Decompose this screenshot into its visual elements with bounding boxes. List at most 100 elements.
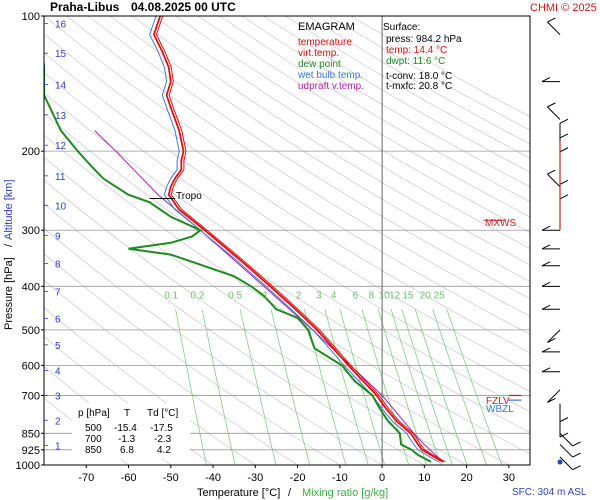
- x-axis-title-sep: /: [288, 487, 292, 499]
- wind-barb-flag: [559, 118, 569, 124]
- wind-barb-flag: [559, 194, 569, 200]
- altitude-tick-label: 10: [55, 201, 67, 212]
- wind-barb-flag: [541, 367, 551, 373]
- mixing-ratio-label: 1: [263, 290, 269, 301]
- table-header-t: T: [124, 408, 130, 419]
- chart-datetime: 04.08.2025 00 UTC: [131, 0, 236, 14]
- altitude-tick-label: 6: [55, 315, 61, 326]
- marks-layer: [44, 16, 446, 463]
- wind-barb-staff: [547, 21, 561, 35]
- wind-barb-staff: [547, 106, 561, 120]
- temp-tick-label: -30: [247, 472, 263, 484]
- wind-barb-flag: [541, 304, 551, 310]
- mixing-ratio-label: 8: [369, 290, 375, 301]
- mixing-ratio-line: [414, 309, 468, 465]
- wind-barb-flag: [541, 244, 551, 250]
- mixing-ratio-label: 20: [420, 290, 432, 301]
- plot-frame: [43, 15, 531, 466]
- table-header-p: p [hPa]: [78, 408, 110, 419]
- y-axis-title-pressure: Pressure [hPa]: [3, 257, 15, 330]
- y-axis-title-sep: /: [3, 243, 15, 247]
- legend-item-parcel: udpraft v.temp.: [298, 81, 364, 92]
- altitude-tick-label: 3: [55, 391, 61, 402]
- pressure-tick-label: 200: [22, 146, 40, 158]
- temperature-series-line: [152, 16, 444, 463]
- sfc-label: SFC: 304 m ASL: [512, 487, 587, 498]
- surface-dwpt: dwpt: 11.6 °C: [386, 56, 445, 67]
- mixing-ratio-label: 4: [331, 290, 337, 301]
- wbzl-label: WBZL: [486, 404, 514, 415]
- wind-barb-flag: [559, 147, 569, 153]
- wind-barb-flag: [572, 441, 581, 447]
- ticks-layer: 0.1 0.2 0.5 1 2 3 4 6 8 10 12 15 20 25100200300400500…: [16, 11, 581, 484]
- wind-barb-staff: [559, 444, 573, 458]
- wind-barb-flag: [559, 417, 569, 423]
- altitude-tick-label: 15: [55, 49, 67, 60]
- mixing-ratio-line: [175, 309, 207, 465]
- temp-tick-label: -20: [290, 472, 306, 484]
- wind-barb-flag: [541, 261, 551, 267]
- table-header-td: Td [°C]: [147, 408, 178, 419]
- table-cell: 700: [85, 434, 102, 445]
- tropo-label: Tropo: [176, 191, 202, 202]
- legend-item-virt-temp: virt.temp.: [298, 48, 339, 59]
- legend-title: EMAGRAM: [298, 21, 355, 33]
- legend-item-wet-bulb: wet bulb temp.: [297, 70, 363, 81]
- table-cell: 6.8: [120, 445, 134, 456]
- mixing-ratio-line: [446, 309, 503, 465]
- wind-barb-flag: [547, 169, 556, 175]
- dry-adiabat-line: [131, 16, 530, 266]
- wind-barb-flag: [559, 432, 569, 438]
- dry-adiabat-line: [153, 16, 530, 249]
- pressure-tick-label: 500: [22, 325, 40, 337]
- wind-barb-flag: [572, 465, 581, 471]
- altitude-tick-label: 16: [55, 20, 67, 31]
- wind-barb-staff: [547, 389, 561, 403]
- wind-barb-flag: [541, 77, 551, 83]
- dry-adiabat-line: [44, 92, 530, 413]
- legend-item-dew-point: dew point: [298, 59, 341, 70]
- virt-temp-series-line: [155, 16, 446, 463]
- temp-tick-label: -50: [163, 472, 179, 484]
- mixing-ratio-line: [339, 309, 386, 465]
- table-cell: -1.3: [118, 434, 136, 445]
- surface-wind-dot: [557, 459, 563, 465]
- mixing-ratio-label: 25: [434, 290, 446, 301]
- mixing-ratio-label: 0.5: [228, 290, 242, 301]
- fzlv-label: FZLV: [486, 396, 510, 407]
- mixing-ratio-line: [270, 309, 311, 465]
- wind-barb-flag: [547, 397, 556, 403]
- mixing-ratio-label: 0.2: [191, 290, 205, 301]
- wind-barb-flag: [559, 179, 569, 185]
- temp-tick-label: -40: [205, 472, 221, 484]
- dry-adiabat-line: [44, 72, 530, 392]
- wind-barb-staff: [547, 173, 561, 188]
- wind-barb-staff: [559, 456, 573, 470]
- altitude-tick-label: 2: [55, 416, 61, 427]
- dry-adiabat-line: [44, 16, 530, 335]
- surface-tconv: t-conv: 18.0 °C: [386, 71, 452, 82]
- dry-adiabat-line: [44, 113, 530, 433]
- altitude-tick-label: 4: [55, 367, 61, 378]
- surface-title: Surface:: [383, 22, 420, 33]
- dry-adiabat-line: [109, 16, 530, 282]
- mxws-label: MXWS: [485, 218, 516, 229]
- mixing-ratio-line: [239, 309, 277, 465]
- table-cell: -15.4: [114, 423, 137, 434]
- x-axis-title-mixing: Mixing ratio [g/kg]: [302, 487, 388, 499]
- pressure-tick-label: 700: [22, 390, 40, 402]
- mixing-ratio-label: 15: [402, 290, 414, 301]
- wind-barb-staff: [547, 329, 561, 343]
- dry-adiabat-line: [44, 33, 530, 354]
- mixing-ratio-label: 12: [389, 290, 401, 301]
- altitude-tick-label: 9: [55, 231, 61, 242]
- temp-tick-label: 30: [503, 472, 515, 484]
- table-cell: -17.5: [150, 423, 173, 434]
- table-cell: 4.2: [157, 445, 171, 456]
- chart-station: Praha-Libus: [50, 0, 120, 14]
- altitude-tick-label: 11: [55, 172, 66, 183]
- pressure-tick-label: 850: [22, 428, 40, 440]
- altitude-tick-label: 8: [55, 260, 61, 271]
- wind-barb-flag: [547, 17, 556, 23]
- surface-tmxfc: t-mxfc: 20.8 °C: [386, 81, 452, 92]
